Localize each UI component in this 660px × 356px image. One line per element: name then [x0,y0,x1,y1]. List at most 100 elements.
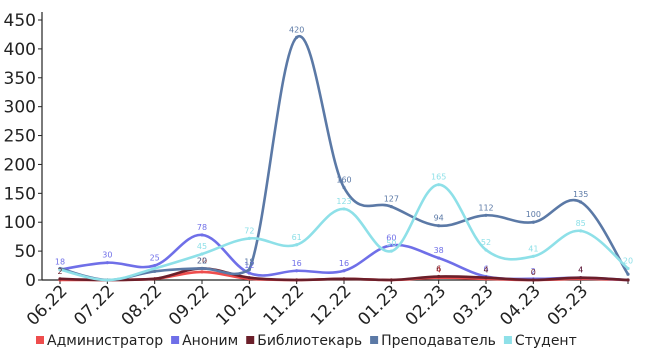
x-tick-label: 04.23 [496,281,545,330]
data-label: 94 [434,214,444,223]
y-tick-label: 250 [4,127,36,147]
series-4-point [153,267,156,270]
data-label: 165 [431,173,446,182]
legend-label: Администратор [47,333,163,349]
legend-swatch [246,336,254,344]
legend-label: Библиотекарь [257,333,362,349]
data-label: 16 [339,259,349,268]
axes: 05010015020025030035040045006.2207.2208.… [4,11,628,330]
data-label: 0 [531,268,536,277]
series-1-point [295,269,298,272]
data-label: 50 [386,239,396,248]
data-label: 20 [623,256,633,265]
series-2-point [437,275,440,278]
data-label: 127 [384,195,399,204]
series-1-point [342,269,345,272]
data-label: 4 [483,266,488,275]
series-2-point [626,278,629,281]
data-label: 25 [150,254,160,263]
series-3-point [626,273,629,276]
data-label: 100 [526,210,541,219]
series-3-point [200,267,203,270]
x-tick-label: 10.22 [212,281,261,330]
series-4-point [200,252,203,255]
series-4-point [106,278,109,281]
data-label: 41 [528,244,538,253]
data-label: 45 [197,242,207,251]
series-2-point [248,276,251,279]
x-tick-label: 05.23 [544,281,593,330]
series-3-point [437,224,440,227]
series-4-point [248,237,251,240]
data-label: 22 [197,256,207,265]
data-label: 4 [578,266,583,275]
series-3-point [484,214,487,217]
series-2-point [153,277,156,280]
legend-swatch [171,336,179,344]
x-tick-label: 02.23 [402,281,451,330]
legend-label: Преподаватель [381,333,496,349]
y-tick-label: 150 [4,184,36,204]
data-label: 420 [289,25,304,34]
series-2-point [532,278,535,281]
y-tick-label: 100 [4,213,36,233]
data-label: 123 [336,197,351,206]
series-2-point [58,277,61,280]
series-3-point [153,270,156,273]
x-tick-label: 11.22 [260,281,309,330]
series-1-point [248,271,251,274]
y-tick-label: 0 [25,271,36,291]
series-2-point [390,278,393,281]
series-lines [58,36,629,282]
series-2-point [342,277,345,280]
series-3-point [390,205,393,208]
series-2-point [484,276,487,279]
y-tick-label: 200 [4,155,36,175]
series-4-point [342,207,345,210]
series-1-point [153,264,156,267]
y-tick-label: 300 [4,98,36,118]
y-tick-label: 350 [4,69,36,89]
series-0-point [200,270,203,273]
x-tick-label: 07.22 [70,281,119,330]
data-label: 16 [292,259,302,268]
legend-label: Студент [515,333,577,349]
data-label: 112 [478,203,493,212]
data-label: 160 [336,176,351,185]
data-label: 72 [244,226,254,235]
legend-swatch [36,336,44,344]
series-1-point [106,261,109,264]
data-label: 61 [292,233,302,242]
series-1-point [200,233,203,236]
series-3-point [579,200,582,203]
legend-swatch [370,336,378,344]
x-tick-label: 03.23 [449,281,498,330]
series-2-point [579,276,582,279]
data-label: 135 [573,190,588,199]
series-4-point [532,255,535,258]
series-4-point [484,248,487,251]
series-4-point [579,229,582,232]
y-tick-label: 50 [14,242,36,262]
series-3-line [60,36,628,280]
x-tick-label: 09.22 [165,281,214,330]
data-label: 2 [57,267,62,276]
legend: Администратор Аноним Библиотекарь Преподава… [36,333,577,349]
series-1-point [437,256,440,259]
series-4-point [626,267,629,270]
data-label: 6 [436,265,441,274]
series-4-point [390,250,393,253]
data-label: 38 [434,246,444,255]
series-3-point [342,186,345,189]
data-label: 78 [197,223,207,232]
data-label: 52 [481,238,491,247]
data-label: 30 [102,251,112,260]
x-tick-label: 08.22 [118,281,167,330]
legend-label: Аноним [182,333,238,349]
series-2-point [295,278,298,281]
x-tick-label: 12.22 [307,281,356,330]
data-label: 85 [576,219,586,228]
x-tick-label: 01.23 [354,281,403,330]
